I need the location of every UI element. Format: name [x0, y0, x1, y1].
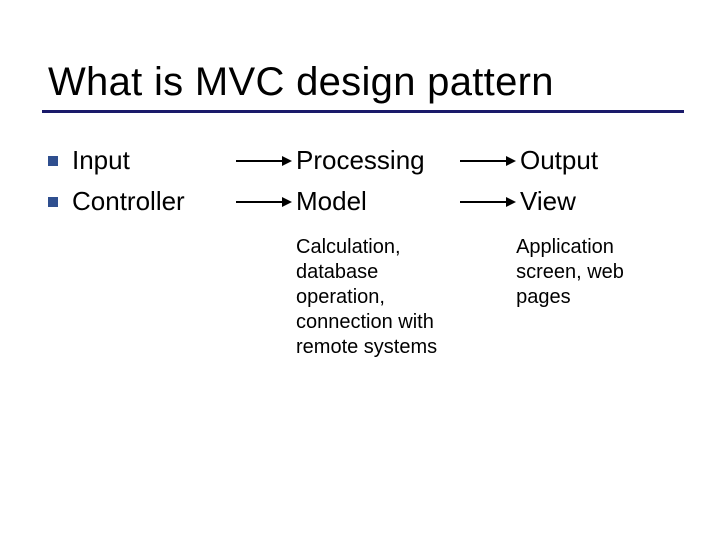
- title-underline: [42, 110, 684, 113]
- square-bullet-icon: [48, 197, 58, 207]
- row1-col2: Processing: [296, 145, 456, 176]
- row2-col1: Controller: [72, 186, 232, 217]
- row2-col3: View: [520, 186, 640, 217]
- arrow-right-icon: [456, 195, 520, 209]
- arrow-right-icon: [232, 195, 296, 209]
- diagram-rows: Input Processing Output Controller: [48, 145, 672, 217]
- desc-col2: Calculation, database operation, connect…: [296, 235, 452, 360]
- row-1: Input Processing Output: [48, 145, 672, 176]
- description-row: Calculation, database operation, connect…: [48, 235, 672, 360]
- title-wrap: What is MVC design pattern: [48, 60, 672, 105]
- row1-col1: Input: [72, 145, 232, 176]
- row1-col3: Output: [520, 145, 640, 176]
- spacer: [452, 235, 516, 360]
- slide-title: What is MVC design pattern: [48, 60, 672, 105]
- row-2: Controller Model View: [48, 186, 672, 217]
- desc-col3: Application screen, web pages: [516, 235, 672, 360]
- row2-col2: Model: [296, 186, 456, 217]
- arrow-right-icon: [456, 154, 520, 168]
- spacer: [48, 235, 296, 360]
- square-bullet-icon: [48, 156, 58, 166]
- slide: What is MVC design pattern Input Process…: [0, 0, 720, 540]
- arrow-right-icon: [232, 154, 296, 168]
